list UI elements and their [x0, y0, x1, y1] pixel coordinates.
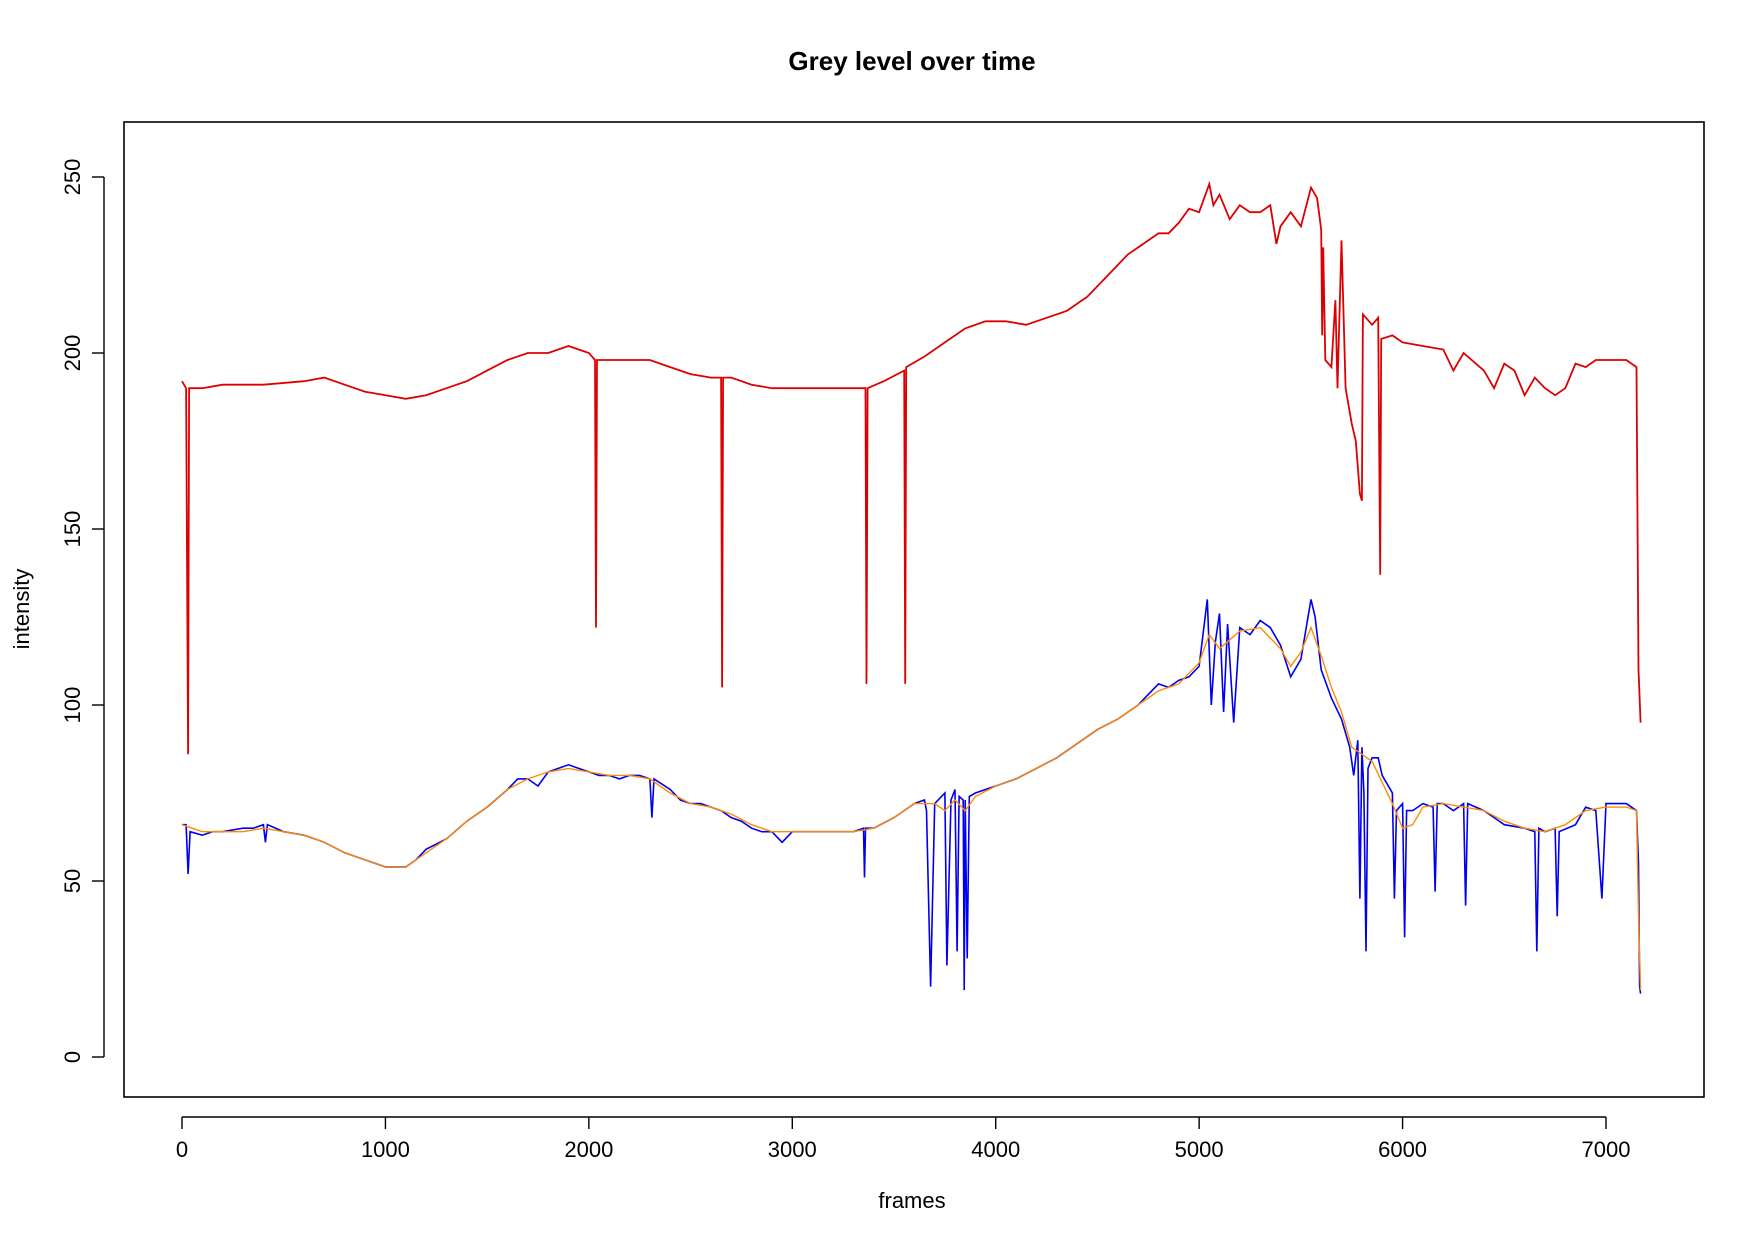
y-tick-label: 200	[60, 335, 85, 372]
x-tick-label: 0	[176, 1137, 188, 1162]
series-layer	[181, 180, 1642, 994]
orange-smoothed-line	[181, 625, 1642, 991]
x-tick-label: 1000	[361, 1137, 410, 1162]
x-axis: 0 1000 2000 3000 4000 5000 6000 7000	[176, 1116, 1631, 1162]
y-tick-label: 250	[60, 159, 85, 196]
x-axis-label: frames	[878, 1188, 945, 1213]
x-tick-label: 3000	[768, 1137, 817, 1162]
blue-intensity-line	[182, 599, 1642, 994]
x-tick-label: 7000	[1582, 1137, 1631, 1162]
x-tick-label: 5000	[1175, 1137, 1224, 1162]
x-tick-label: 6000	[1378, 1137, 1427, 1162]
y-tick-label: 50	[60, 869, 85, 893]
y-axis: 0 50 100 150 200 250	[60, 159, 105, 1063]
y-tick-label: 0	[60, 1051, 85, 1063]
chart-title: Grey level over time	[788, 46, 1035, 76]
x-tick-label: 2000	[564, 1137, 613, 1162]
y-tick-label: 150	[60, 511, 85, 548]
plot-frame	[123, 121, 1705, 1098]
y-tick-label: 100	[60, 687, 85, 724]
red-intensity-line	[181, 180, 1642, 755]
x-tick-label: 4000	[971, 1137, 1020, 1162]
y-axis-label: intensity	[9, 569, 34, 650]
